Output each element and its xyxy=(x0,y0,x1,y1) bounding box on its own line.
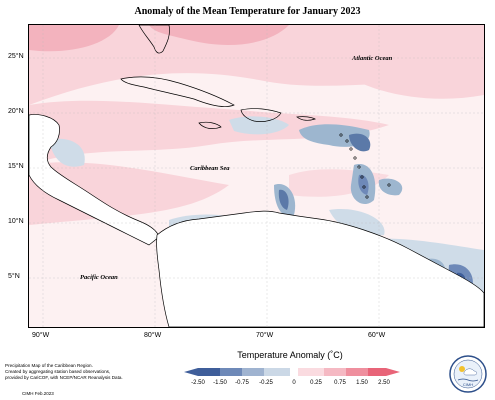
colorbar-label: 1.50 xyxy=(356,380,368,386)
colorbar xyxy=(184,368,400,376)
florida xyxy=(138,25,170,54)
landmasses xyxy=(29,25,484,327)
pacific-ocean-label: Pacific Ocean xyxy=(80,274,118,281)
colorbar-label: 0.25 xyxy=(310,380,322,386)
lesser-antilles xyxy=(339,133,391,199)
colorbar-high-arrow xyxy=(386,368,400,376)
colorbar-bin-9 xyxy=(368,368,386,376)
cool-patch-puerto-rico xyxy=(229,116,289,135)
warm-patch-northwest xyxy=(29,25,119,52)
warm-band-atlantic xyxy=(329,60,484,99)
map-title: Anomaly of the Mean Temperature for Janu… xyxy=(134,6,361,17)
colorbar-bin-1 xyxy=(198,368,220,376)
map-canvas xyxy=(29,25,484,327)
colorbar-label: -0.75 xyxy=(235,380,249,386)
footnote-line: Created by aggregating station based obs… xyxy=(5,369,111,374)
footnote: Precipitation Map of the Caribbean Regio… xyxy=(5,363,175,381)
lat-label-20n: 20°N xyxy=(8,108,24,115)
colorbar-label: -1.50 xyxy=(213,380,227,386)
colorbar-label: 2.50 xyxy=(378,380,390,386)
colorbar-label: 0 xyxy=(292,380,296,386)
cool-core-aruba xyxy=(278,189,289,210)
colorbar-bin-3 xyxy=(242,368,264,376)
logo-text: CIMH xyxy=(463,382,473,387)
lon-label-70w: 70°W xyxy=(256,332,274,339)
colorbar-bin-5 xyxy=(290,368,298,376)
lat-label-10n: 10°N xyxy=(8,218,24,225)
central-america xyxy=(29,114,160,246)
cuba xyxy=(120,76,235,107)
northern-warm-band xyxy=(29,25,484,105)
legend-title: Temperature Anomaly (˚C) xyxy=(237,350,343,360)
colorbar-label: -0.25 xyxy=(259,380,273,386)
atlantic-ocean-label: Atlantic Ocean xyxy=(352,55,393,62)
lat-label-15n: 15°N xyxy=(8,163,24,170)
anomaly-map xyxy=(28,24,485,328)
colorbar-bin-6 xyxy=(298,368,324,376)
cool-core-leeward xyxy=(349,133,371,152)
cool-band-venezuela xyxy=(329,209,385,236)
colorbar-label: 0.75 xyxy=(334,380,346,386)
colorbar-low-arrow xyxy=(184,368,198,376)
cloud-icon xyxy=(463,368,477,376)
cool-core-windward xyxy=(358,174,369,195)
lat-label-25n: 25°N xyxy=(8,53,24,60)
lat-label-5n: 5°N xyxy=(8,273,20,280)
lon-label-60w: 60°W xyxy=(368,332,386,339)
cimh-logo: CIMH xyxy=(449,355,487,393)
south-america xyxy=(156,210,484,327)
footnote-line: Precipitation Map of the Caribbean Regio… xyxy=(5,363,93,368)
colorbar-label: -2.50 xyxy=(191,380,205,386)
lon-label-80w: 80°W xyxy=(144,332,162,339)
warm-patch-north xyxy=(149,25,289,45)
colorbar-bin-8 xyxy=(346,368,368,376)
footnote-line: provided by CariCOF, with NCEP/NCAR Rean… xyxy=(5,375,123,380)
credit-text: CIMH Feb.2023 xyxy=(22,391,54,396)
wave-icon xyxy=(457,378,479,382)
caribbean-sea-label: Caribbean Sea xyxy=(190,165,230,172)
lon-label-90w: 90°W xyxy=(32,332,50,339)
puerto-rico xyxy=(296,116,316,121)
colorbar-bin-2 xyxy=(220,368,242,376)
colorbar-bin-4 xyxy=(264,368,290,376)
cool-patch-barbados xyxy=(378,178,403,196)
sun-icon xyxy=(459,366,465,372)
colorbar-bin-7 xyxy=(324,368,346,376)
hispaniola xyxy=(240,108,282,122)
jamaica xyxy=(198,121,222,129)
cool-patch-honduras xyxy=(49,138,85,167)
